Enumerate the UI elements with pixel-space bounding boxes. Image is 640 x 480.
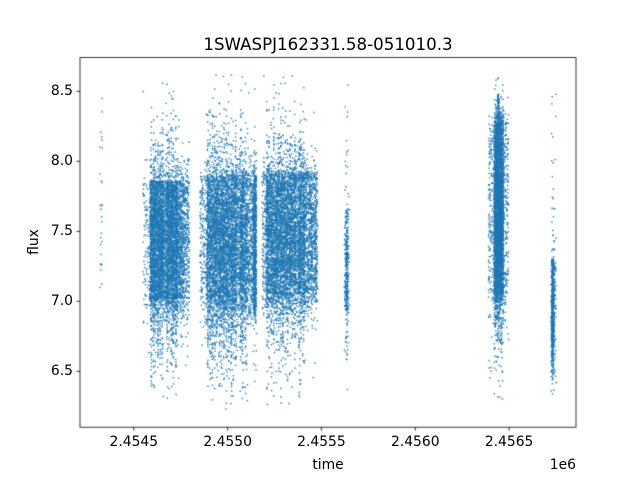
y-tick-label: 6.5 [50, 363, 73, 380]
x-tick-label: 2.4555 [297, 434, 346, 451]
x-tick-label: 2.4565 [484, 434, 534, 451]
chart-title: 1SWASPJ162331.58-051010.3 [203, 35, 453, 54]
y-tick-label: 7.5 [50, 223, 73, 240]
y-axis-label: flux [26, 229, 42, 256]
x-tick-label: 2.4560 [390, 434, 440, 451]
x-tick-label: 2.4545 [109, 434, 159, 451]
y-tick-label: 7.0 [50, 293, 73, 310]
x-axis-label: time [312, 457, 344, 474]
y-tick-label: 8.5 [50, 83, 73, 100]
x-tick-label: 2.4550 [203, 434, 252, 451]
y-tick-label: 8.0 [50, 153, 73, 170]
x-axis-offset-label: 1e6 [549, 457, 576, 474]
